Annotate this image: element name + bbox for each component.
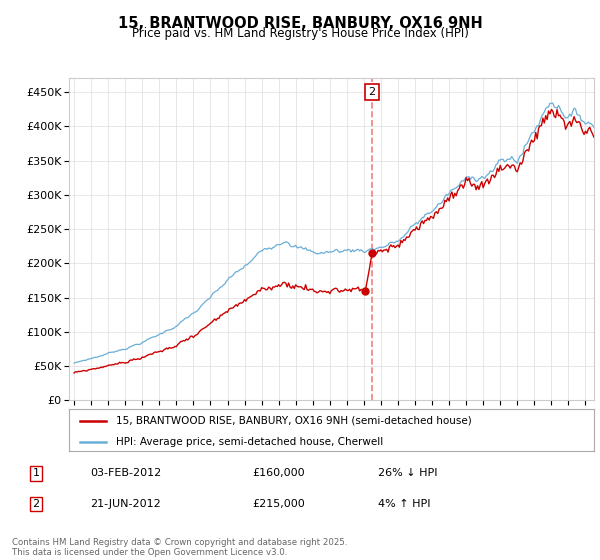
Text: 15, BRANTWOOD RISE, BANBURY, OX16 9NH (semi-detached house): 15, BRANTWOOD RISE, BANBURY, OX16 9NH (s… <box>116 416 472 426</box>
Text: 1: 1 <box>32 468 40 478</box>
Text: £215,000: £215,000 <box>252 499 305 509</box>
Text: 2: 2 <box>32 499 40 509</box>
Text: £160,000: £160,000 <box>252 468 305 478</box>
Text: HPI: Average price, semi-detached house, Cherwell: HPI: Average price, semi-detached house,… <box>116 437 383 446</box>
Text: Contains HM Land Registry data © Crown copyright and database right 2025.
This d: Contains HM Land Registry data © Crown c… <box>12 538 347 557</box>
Text: 03-FEB-2012: 03-FEB-2012 <box>90 468 161 478</box>
Text: 2: 2 <box>368 87 376 97</box>
Text: 4% ↑ HPI: 4% ↑ HPI <box>378 499 431 509</box>
Text: 15, BRANTWOOD RISE, BANBURY, OX16 9NH: 15, BRANTWOOD RISE, BANBURY, OX16 9NH <box>118 16 482 31</box>
Text: 26% ↓ HPI: 26% ↓ HPI <box>378 468 437 478</box>
Text: Price paid vs. HM Land Registry's House Price Index (HPI): Price paid vs. HM Land Registry's House … <box>131 27 469 40</box>
Point <box>361 286 370 295</box>
Text: 21-JUN-2012: 21-JUN-2012 <box>90 499 161 509</box>
Point <box>368 249 377 258</box>
